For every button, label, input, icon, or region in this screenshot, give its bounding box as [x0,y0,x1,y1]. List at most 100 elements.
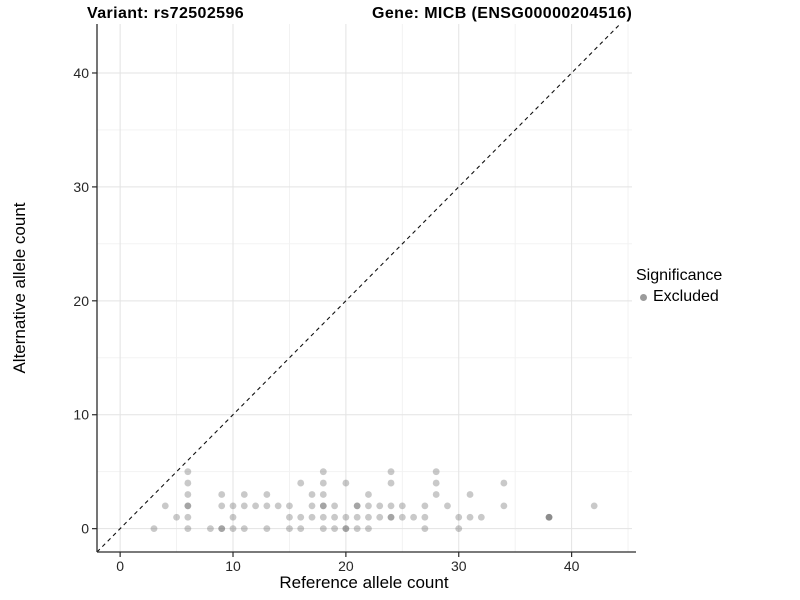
data-point [387,468,395,476]
y-axis-title: Alternative allele count [10,202,29,374]
data-point [319,525,327,533]
excluded-point-icon [640,293,647,301]
x-axis-title: Reference allele count [279,573,449,592]
data-point [331,525,338,533]
data-point [308,502,316,510]
data-point [240,491,248,498]
y-tick-label: 40 [73,65,89,81]
data-point [398,502,406,510]
data-point [308,513,316,521]
data-point [218,502,226,510]
data-point [286,513,293,521]
data-point [500,479,508,487]
data-point [229,525,237,533]
x-tick-label: 10 [225,558,241,574]
data-point [376,502,384,510]
y-tick-label: 0 [81,521,89,537]
data-point [353,502,361,510]
x-tick-label: 0 [116,558,124,574]
data-point [229,513,237,521]
data-point [218,525,226,533]
data-point [387,513,395,521]
data-point [331,513,338,521]
data-point [410,513,417,521]
data-point [252,502,259,510]
data-point [466,491,474,498]
data-point [184,513,192,521]
data-point [387,513,395,521]
data-point [365,502,372,510]
data-point [444,502,451,510]
data-point [218,525,226,533]
data-point [590,502,598,510]
data-point [297,513,305,521]
data-point [308,491,316,498]
data-point [421,525,429,533]
data-point [263,491,271,498]
data-point [376,513,384,521]
data-point [365,525,372,533]
data-point [319,491,327,498]
legend-title: Significance [636,267,723,284]
data-point [387,479,395,487]
data-point [297,525,305,533]
data-point [432,491,440,498]
data-point [455,513,463,521]
data-point [184,479,192,487]
data-point [365,513,372,521]
data-point [353,513,361,521]
data-point [173,513,180,521]
data-point [297,479,305,487]
data-point [184,491,192,498]
data-point [455,525,463,533]
data-point [240,525,248,533]
data-point [545,513,553,521]
data-point [421,513,429,521]
data-point [466,513,474,521]
gene-title: Gene: MICB (ENSG00000204516) [372,5,633,22]
data-point [319,502,327,510]
data-point [263,502,271,510]
data-point [353,525,361,533]
data-point [432,468,440,476]
x-tick-label: 20 [338,558,354,574]
data-point [365,491,372,498]
data-point [184,502,192,510]
data-point [161,502,169,510]
identity-line [96,23,621,553]
legend-item-excluded: Excluded [636,288,722,306]
data-point [342,525,350,533]
data-point [184,468,192,476]
legend: Significance Excluded [636,267,722,306]
data-point [286,502,293,510]
data-point [207,525,214,533]
x-tick-label: 30 [451,558,467,574]
data-point [319,479,327,487]
data-point [398,513,406,521]
data-point [331,502,338,510]
y-tick-label: 30 [73,179,89,195]
data-point [353,502,361,510]
y-tick-label: 10 [73,407,89,423]
data-point [387,502,395,510]
data-point [432,479,440,487]
data-point [319,513,327,521]
y-tick-label: 20 [73,293,89,309]
data-point [342,525,350,533]
data-point [500,502,508,510]
data-point [218,491,226,498]
data-point [229,502,237,510]
data-point [263,525,271,533]
x-tick-label: 40 [564,558,580,574]
legend-item-label: Excluded [653,288,719,305]
variant-title: Variant: rs72502596 [87,5,245,22]
data-point [319,502,327,510]
data-point [184,502,192,510]
data-point [342,479,350,487]
data-point [184,525,192,533]
data-point [477,513,485,521]
data-point [319,468,327,476]
data-point [240,502,248,510]
